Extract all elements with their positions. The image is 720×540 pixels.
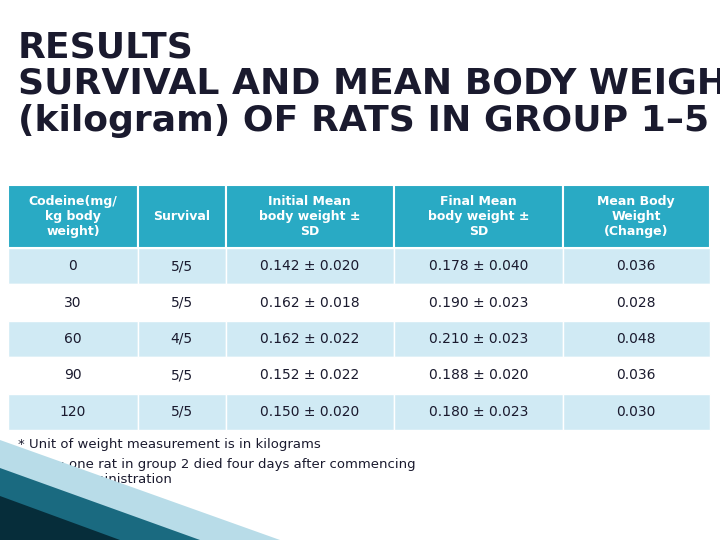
Bar — [394, 248, 562, 285]
Text: RESULTS: RESULTS — [18, 30, 194, 64]
Text: 5/5: 5/5 — [171, 405, 193, 419]
Text: 0.048: 0.048 — [616, 332, 656, 346]
Text: 0.180 ± 0.023: 0.180 ± 0.023 — [428, 405, 528, 419]
Bar — [138, 285, 225, 321]
Text: 0.188 ± 0.020: 0.188 ± 0.020 — [428, 368, 528, 382]
Text: 4/5: 4/5 — [171, 332, 193, 346]
Bar — [8, 285, 138, 321]
Bar — [562, 357, 710, 394]
Text: 0.162 ± 0.022: 0.162 ± 0.022 — [260, 332, 359, 346]
Bar — [394, 185, 562, 248]
Polygon shape — [0, 440, 280, 540]
Bar — [8, 248, 138, 285]
Text: Survival: Survival — [153, 210, 210, 223]
Text: 0.178 ± 0.040: 0.178 ± 0.040 — [428, 259, 528, 273]
Text: 0: 0 — [68, 259, 77, 273]
Bar — [8, 394, 138, 430]
Text: Mean Body
Weight
(Change): Mean Body Weight (Change) — [598, 195, 675, 238]
Text: 60: 60 — [64, 332, 82, 346]
Text: SURVIVAL AND MEAN BODY WEIGHT: SURVIVAL AND MEAN BODY WEIGHT — [18, 67, 720, 101]
Bar — [8, 357, 138, 394]
Bar — [138, 248, 225, 285]
Bar — [138, 185, 225, 248]
Text: 5/5: 5/5 — [171, 295, 193, 309]
Polygon shape — [0, 496, 120, 540]
Bar — [138, 321, 225, 357]
Bar — [225, 185, 394, 248]
Bar — [225, 321, 394, 357]
Text: Codeine(mg/
kg body
weight): Codeine(mg/ kg body weight) — [29, 195, 117, 238]
Bar — [138, 357, 225, 394]
Bar — [225, 394, 394, 430]
Bar — [394, 357, 562, 394]
Bar — [562, 321, 710, 357]
Text: 5/5: 5/5 — [171, 368, 193, 382]
Text: 0.036: 0.036 — [616, 368, 656, 382]
Bar — [394, 394, 562, 430]
Bar — [225, 285, 394, 321]
Text: 5/5: 5/5 — [171, 259, 193, 273]
Text: 30: 30 — [64, 295, 81, 309]
Text: 0.030: 0.030 — [616, 405, 656, 419]
Text: 0.150 ± 0.020: 0.150 ± 0.020 — [260, 405, 359, 419]
Text: * Unit of weight measurement is in kilograms: * Unit of weight measurement is in kilog… — [18, 438, 320, 451]
Bar — [8, 321, 138, 357]
Bar — [394, 285, 562, 321]
Bar — [8, 185, 138, 248]
Bar — [562, 248, 710, 285]
Text: Final Mean
body weight ±
SD: Final Mean body weight ± SD — [428, 195, 529, 238]
Text: 0.210 ± 0.023: 0.210 ± 0.023 — [428, 332, 528, 346]
Bar — [562, 185, 710, 248]
Text: 0.152 ± 0.022: 0.152 ± 0.022 — [260, 368, 359, 382]
Text: 0.190 ± 0.023: 0.190 ± 0.023 — [428, 295, 528, 309]
Text: 90: 90 — [64, 368, 82, 382]
Bar — [138, 394, 225, 430]
Polygon shape — [0, 468, 200, 540]
Bar — [562, 285, 710, 321]
Text: 0.162 ± 0.018: 0.162 ± 0.018 — [260, 295, 360, 309]
Bar — [394, 321, 562, 357]
Text: (kilogram) OF RATS IN GROUP 1–5: (kilogram) OF RATS IN GROUP 1–5 — [18, 104, 709, 138]
Text: 0.142 ± 0.020: 0.142 ± 0.020 — [260, 259, 359, 273]
Text: * Note: one rat in group 2 died four days after commencing
codeine administratio: * Note: one rat in group 2 died four day… — [18, 458, 415, 486]
Text: 0.028: 0.028 — [616, 295, 656, 309]
Text: 120: 120 — [60, 405, 86, 419]
Bar — [562, 394, 710, 430]
Text: Initial Mean
body weight ±
SD: Initial Mean body weight ± SD — [259, 195, 361, 238]
Bar — [225, 357, 394, 394]
Text: 0.036: 0.036 — [616, 259, 656, 273]
Bar — [225, 248, 394, 285]
